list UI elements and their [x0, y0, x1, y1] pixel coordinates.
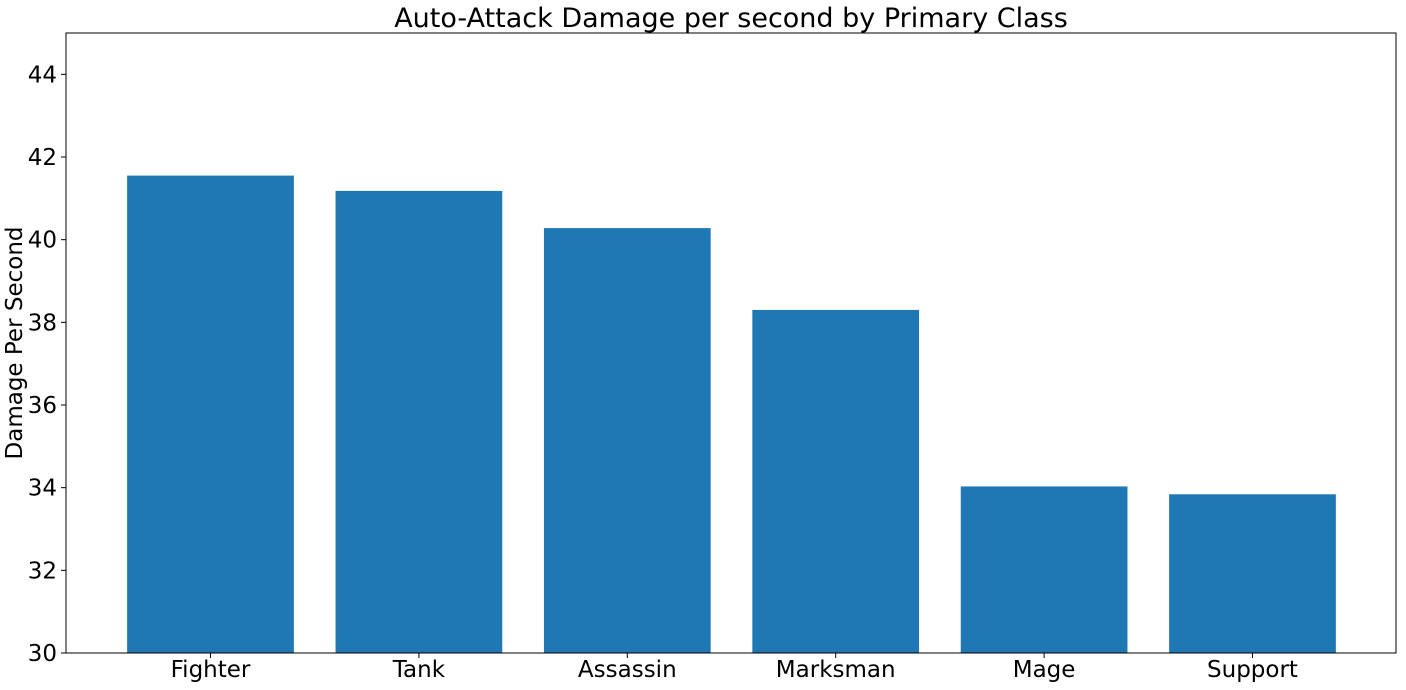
bar-assassin: [543, 228, 711, 653]
y-axis-ticks: 30 32 34 36 38 40 42 44: [28, 62, 66, 667]
y-tick-label: 34: [28, 476, 57, 502]
x-tick-label: Marksman: [776, 657, 896, 683]
x-tick-label: Mage: [1013, 657, 1076, 683]
y-axis-label: Damage Per Second: [2, 227, 28, 460]
x-tick-label: Support: [1207, 657, 1298, 683]
y-tick-label: 40: [28, 228, 57, 254]
y-tick-label: 32: [28, 558, 57, 584]
y-tick-label: 44: [28, 62, 57, 88]
bars-layer: [127, 175, 1336, 653]
bar-mage: [960, 486, 1128, 653]
y-tick-label: 36: [28, 393, 57, 419]
y-tick-label: 38: [28, 310, 57, 336]
bar-tank: [335, 190, 503, 653]
y-tick-label: 42: [28, 145, 57, 171]
x-axis-ticks: Fighter Tank Assassin Marksman Mage Support: [171, 653, 1298, 683]
x-tick-label: Assassin: [578, 657, 677, 683]
chart-title: Auto-Attack Damage per second by Primary…: [394, 3, 1068, 34]
bar-marksman: [752, 309, 920, 653]
bar-fighter: [127, 175, 294, 653]
bar-support: [1169, 494, 1336, 653]
y-tick-label: 30: [28, 641, 57, 667]
x-tick-label: Fighter: [171, 657, 251, 683]
plot-frame: [65, 32, 1397, 654]
x-tick-label: Tank: [392, 657, 446, 683]
